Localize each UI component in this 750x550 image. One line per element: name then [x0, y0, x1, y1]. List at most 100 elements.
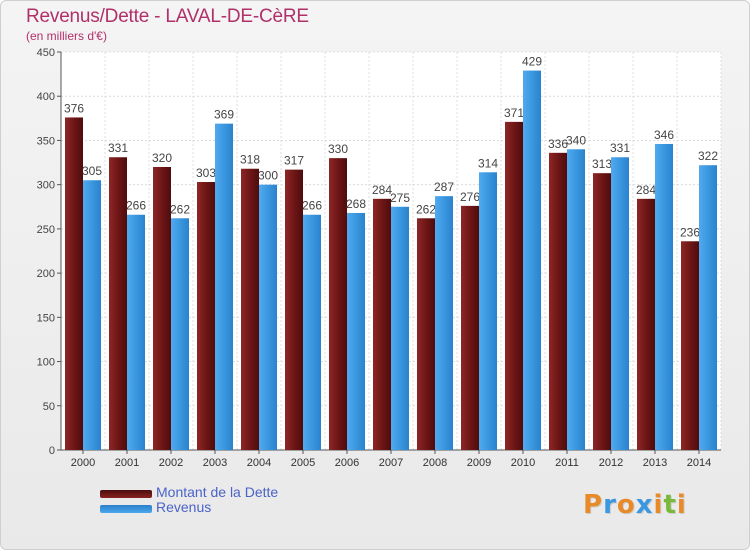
- bar-dette: [329, 158, 347, 450]
- data-label-dette: 330: [328, 142, 348, 156]
- bar-revenus: [479, 172, 497, 451]
- data-label-revenus: 266: [126, 199, 146, 213]
- x-tick-label: 2009: [467, 457, 491, 469]
- data-label-dette: 331: [108, 141, 128, 155]
- data-label-revenus: 300: [258, 169, 278, 183]
- bar-revenus: [215, 123, 233, 450]
- data-label-dette: 317: [284, 154, 304, 168]
- data-label-revenus: 314: [478, 156, 498, 170]
- bar-dette: [505, 121, 523, 451]
- data-label-dette: 336: [548, 137, 568, 151]
- legend-label-revenus: Revenus: [156, 499, 212, 515]
- bar-dette: [153, 166, 171, 450]
- logo-letter: x: [635, 490, 654, 520]
- y-tick-label: 100: [37, 357, 55, 369]
- chart-title: Revenus/Dette - LAVAL-DE-CèRE: [26, 6, 309, 27]
- data-label-dette: 236: [680, 225, 700, 239]
- y-tick-label: 0: [49, 445, 55, 457]
- chart-subtitle: (en milliers d'€): [26, 29, 107, 43]
- logo-letter: t: [663, 490, 677, 520]
- legend-swatch-revenus: [100, 505, 152, 513]
- data-label-revenus: 322: [698, 149, 718, 163]
- bar-dette: [65, 117, 83, 451]
- y-tick-label: 50: [43, 401, 55, 413]
- y-tick-label: 200: [37, 268, 55, 280]
- bar-dette: [461, 205, 479, 450]
- bar-dette: [285, 169, 303, 450]
- bar-dette: [417, 218, 435, 450]
- data-label-revenus: 346: [654, 128, 674, 142]
- bar-dette: [241, 168, 259, 450]
- bar-revenus: [567, 149, 585, 451]
- legend-swatch-dette: [100, 490, 152, 498]
- x-tick-label: 2006: [335, 457, 359, 469]
- bar-dette: [637, 198, 655, 450]
- x-tick-label: 2004: [247, 457, 271, 469]
- y-tick-label: 350: [37, 135, 55, 147]
- x-tick-label: 2014: [687, 457, 711, 469]
- data-label-dette: 320: [152, 151, 172, 165]
- y-tick-label: 300: [37, 180, 55, 192]
- bar-revenus: [347, 212, 365, 450]
- bar-dette: [549, 152, 567, 450]
- data-label-revenus: 429: [522, 55, 542, 69]
- y-tick-label: 450: [37, 47, 55, 59]
- bar-dette: [373, 198, 391, 450]
- data-label-dette: 276: [460, 190, 480, 204]
- data-label-dette: 262: [416, 202, 436, 216]
- data-label-revenus: 305: [82, 164, 102, 178]
- data-label-revenus: 266: [302, 199, 322, 213]
- bar-revenus: [83, 180, 101, 450]
- logo-letter: i: [653, 490, 664, 520]
- y-tick-label: 400: [37, 91, 55, 103]
- data-label-dette: 303: [196, 166, 216, 180]
- data-label-dette: 284: [636, 183, 656, 197]
- bar-revenus: [435, 196, 453, 450]
- data-label-dette: 371: [504, 106, 524, 120]
- bar-revenus: [259, 184, 277, 450]
- data-label-revenus: 369: [214, 108, 234, 122]
- bar-revenus: [171, 218, 189, 450]
- bar-dette: [681, 241, 699, 450]
- logo-letter: o: [616, 490, 636, 520]
- bar-dette: [593, 173, 611, 450]
- data-label-revenus: 268: [346, 197, 366, 211]
- bar-revenus: [655, 143, 673, 450]
- x-tick-label: 2010: [511, 457, 535, 469]
- data-label-dette: 376: [64, 101, 84, 115]
- logo-letter: i: [676, 490, 687, 520]
- x-tick-label: 2013: [643, 457, 667, 469]
- x-tick-label: 2008: [423, 457, 447, 469]
- bar-revenus: [127, 214, 145, 450]
- x-tick-label: 2005: [291, 457, 315, 469]
- data-label-revenus: 331: [610, 141, 630, 155]
- y-tick-label: 250: [37, 224, 55, 236]
- x-tick-label: 2003: [203, 457, 227, 469]
- legend-label-dette: Montant de la Dette: [156, 484, 279, 500]
- logo-letter: r: [603, 490, 617, 520]
- data-label-dette: 313: [592, 157, 612, 171]
- x-tick-label: 2011: [555, 457, 579, 469]
- bar-revenus: [391, 206, 409, 450]
- x-tick-label: 2007: [379, 457, 403, 469]
- data-label-revenus: 262: [170, 202, 190, 216]
- y-tick-label: 150: [37, 312, 55, 324]
- data-label-dette: 284: [372, 183, 392, 197]
- bar-revenus: [611, 157, 629, 450]
- proxiti-logo: Proxiti: [583, 490, 687, 520]
- data-label-revenus: 340: [566, 133, 586, 147]
- bar-revenus: [699, 165, 717, 450]
- bar-revenus: [523, 70, 541, 450]
- bar-dette: [197, 182, 215, 450]
- x-tick-label: 2000: [71, 457, 95, 469]
- bar-dette: [109, 157, 127, 450]
- x-tick-label: 2002: [159, 457, 183, 469]
- bar-revenus: [303, 214, 321, 450]
- data-label-dette: 318: [240, 153, 260, 167]
- x-tick-label: 2012: [599, 457, 623, 469]
- x-tick-label: 2001: [115, 457, 139, 469]
- data-label-revenus: 287: [434, 180, 454, 194]
- logo-letter: P: [583, 490, 604, 520]
- data-label-revenus: 275: [390, 191, 410, 205]
